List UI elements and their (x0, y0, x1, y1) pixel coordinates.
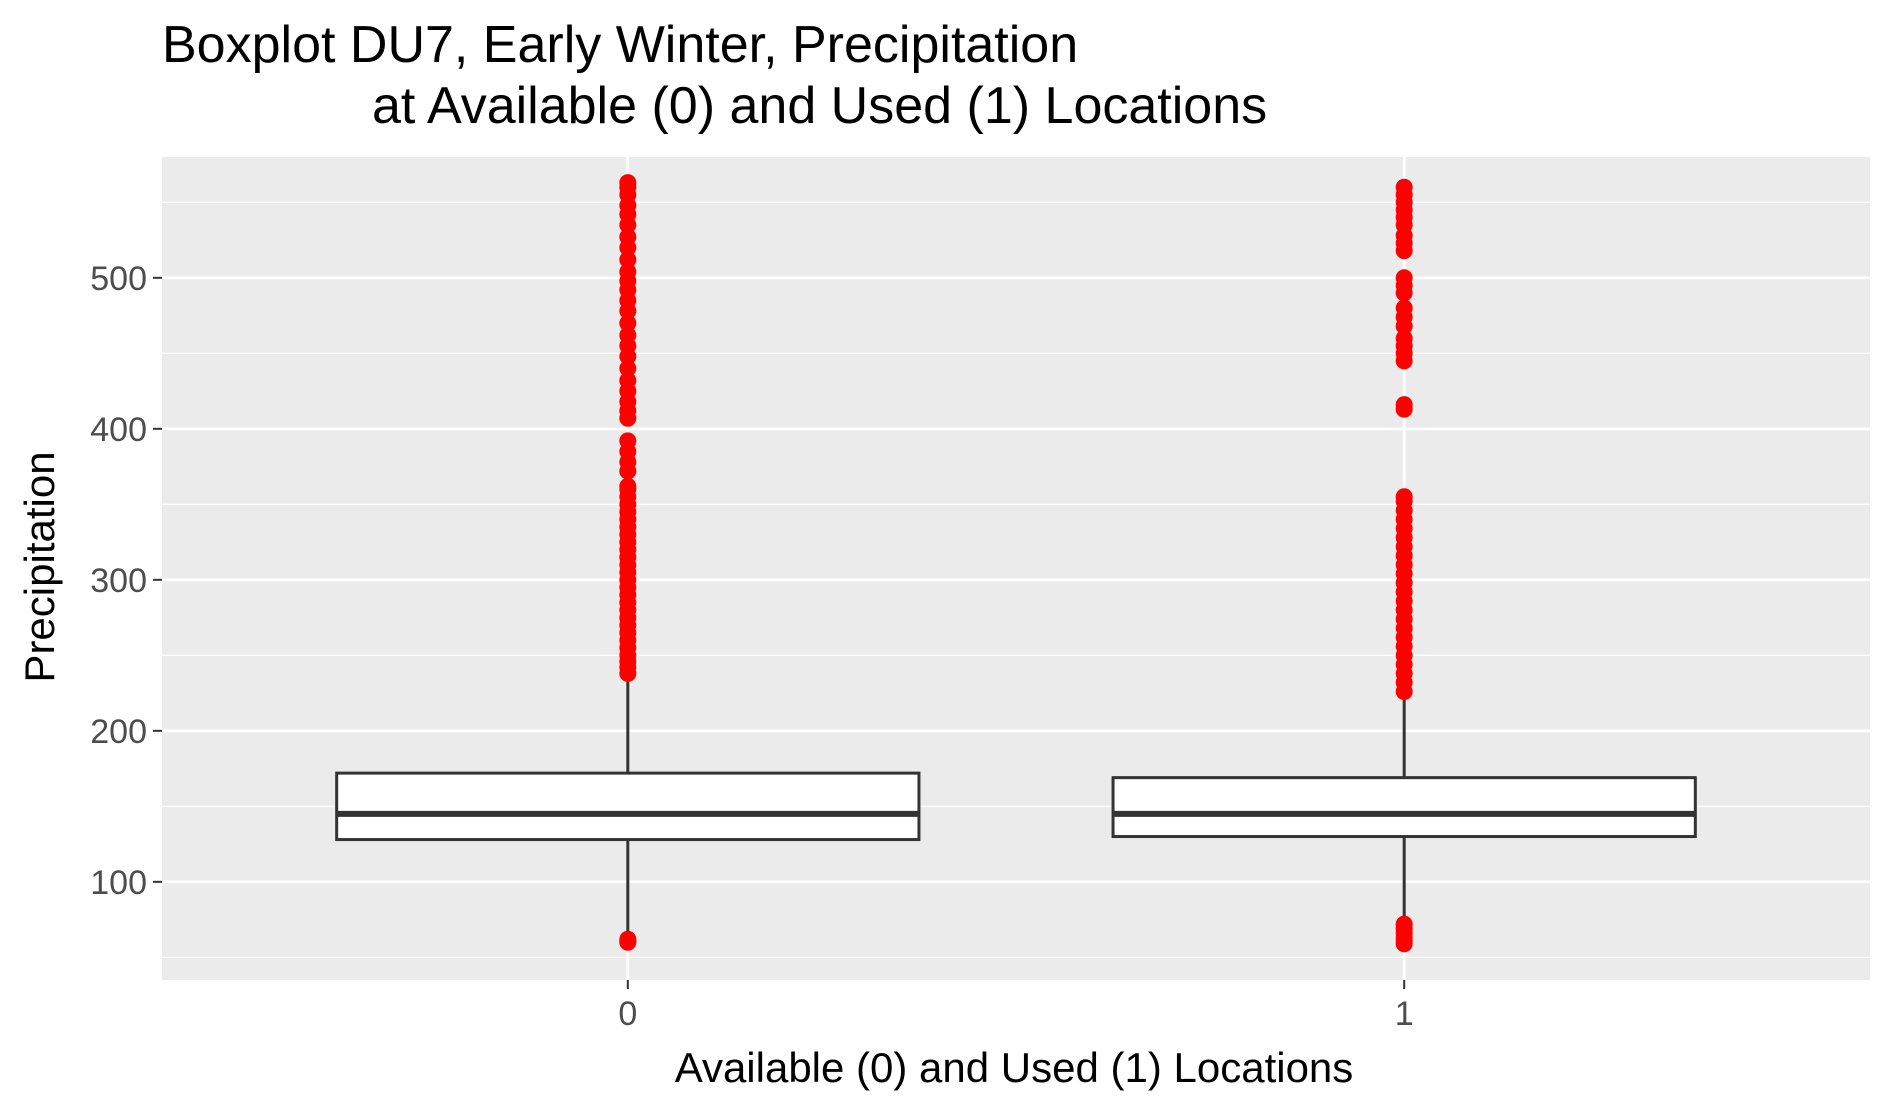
outlier-point-0 (619, 432, 637, 450)
chart-title-line2: at Available (0) and Used (1) Locations (372, 77, 1267, 135)
outlier-point-0 (619, 314, 637, 332)
box-iqr-1 (1111, 776, 1697, 839)
plot-panel (162, 157, 1870, 980)
outlier-point-1 (1395, 269, 1413, 287)
y-axis: 100 200 300 400 500 (90, 260, 162, 902)
x-axis-title: Available (0) and Used (1) Locations (675, 1044, 1354, 1091)
y-tick-label: 100 (90, 864, 147, 902)
outlier-point-0 (619, 371, 637, 389)
outlier-point-0 (619, 477, 637, 495)
chart-title-line1: Boxplot DU7, Early Winter, Precipitation (162, 16, 1078, 74)
outlier-point-1 (1395, 488, 1413, 506)
outlier-point-1 (1395, 299, 1413, 317)
outlier-point-0 (619, 930, 637, 948)
outlier-point-0 (619, 251, 637, 269)
outlier-point-1 (1395, 915, 1413, 933)
y-tick-label: 300 (90, 562, 147, 600)
boxes-layer (335, 674, 1697, 940)
outlier-point-1 (1395, 178, 1413, 196)
outliers-layer (619, 174, 1413, 953)
y-tick-label: 400 (90, 411, 147, 449)
box-iqr-0 (335, 771, 921, 842)
y-axis-title: Precipitation (16, 451, 63, 682)
outlier-point-1 (1395, 396, 1413, 414)
outlier-point-0 (619, 359, 637, 377)
outlier-point-1 (1395, 329, 1413, 347)
y-tick-label: 500 (90, 260, 147, 298)
outlier-point-0 (619, 326, 637, 344)
x-tick-label: 1 (1395, 995, 1414, 1033)
outlier-point-0 (619, 263, 637, 281)
outlier-point-0 (619, 228, 637, 246)
x-tick-label: 0 (618, 995, 637, 1033)
y-tick-label: 200 (90, 713, 147, 751)
outlier-point-0 (619, 174, 637, 192)
